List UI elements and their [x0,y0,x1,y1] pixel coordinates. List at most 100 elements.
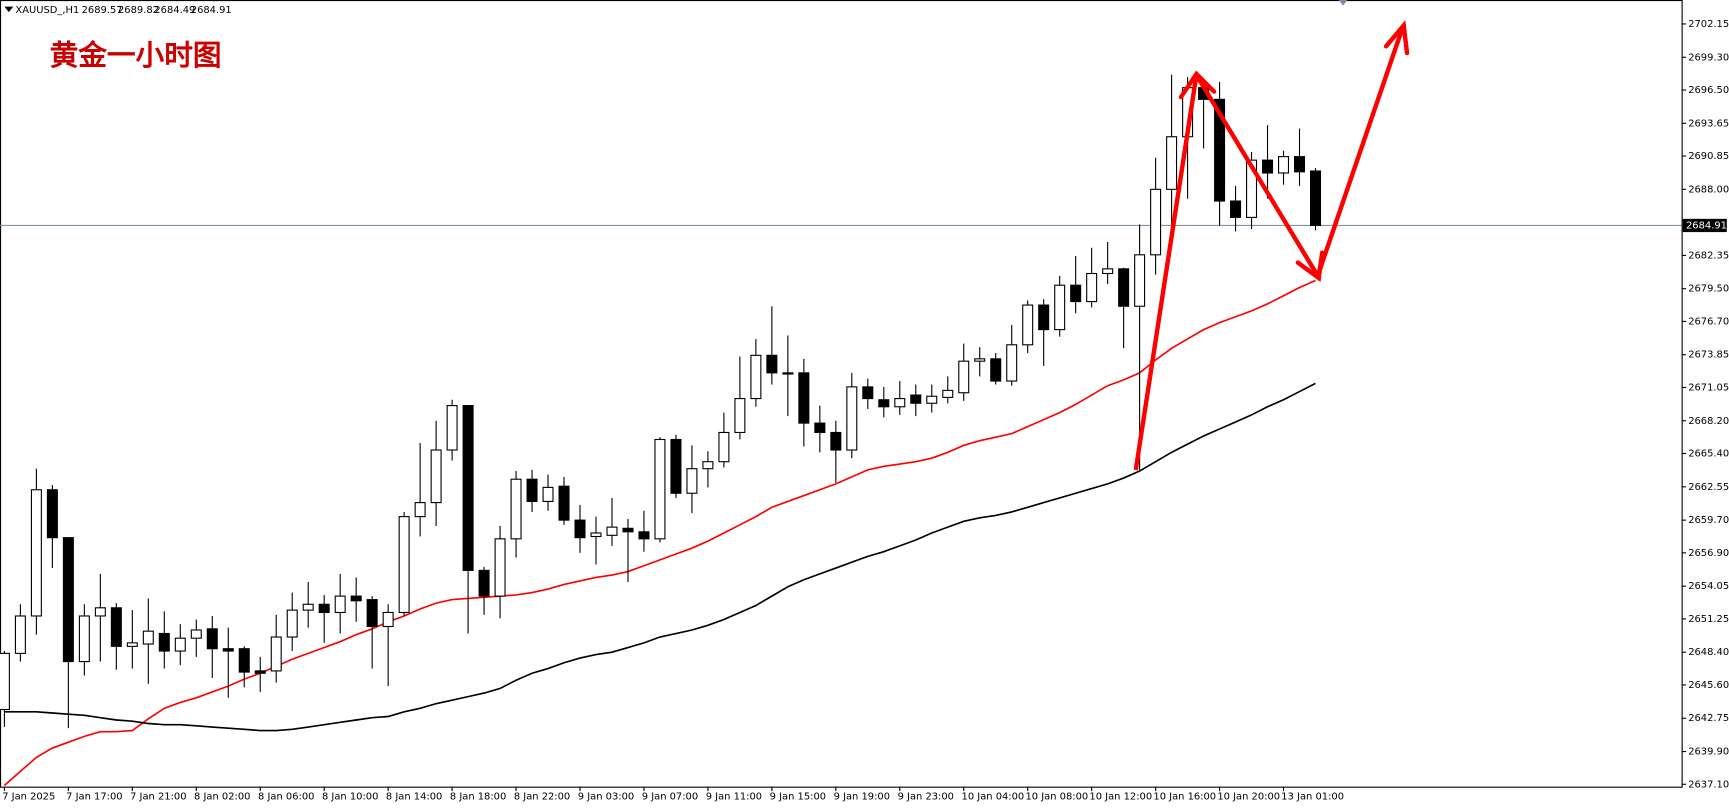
arrow-head [1178,70,1217,100]
x-tick-label: 10 Jan 16:00 [1153,792,1216,803]
candle-body [238,648,250,673]
candle-body [1086,272,1098,303]
y-tick-label: 2654.05 [1688,581,1729,592]
moving-average [4,382,1316,732]
y-tick-label: 2676.70 [1688,316,1729,327]
annotation-arrows [1133,20,1410,471]
y-tick-label: 2648.40 [1688,647,1729,658]
candle-body [1070,284,1082,303]
x-tick-label: 10 Jan 04:00 [962,792,1025,803]
x-tick-label: 10 Jan 12:00 [1089,792,1152,803]
candle-body [478,569,490,597]
candle-body [206,628,218,650]
candle-body [1054,284,1066,331]
x-tick-label: 9 Jan 19:00 [834,792,890,803]
y-tick-label: 2637.10 [1688,779,1729,790]
candle-body [366,599,378,628]
candle-body [990,358,1002,382]
menu-icon [4,6,14,13]
y-tick-label: 2690.85 [1688,151,1729,162]
candle-body [1038,304,1050,331]
y-tick-label: 2645.60 [1688,680,1729,691]
candle-body [574,519,586,539]
candle-body [622,527,634,533]
x-tick-label: 10 Jan 20:00 [1217,792,1280,803]
candle-body [638,531,650,540]
x-tick-label: 9 Jan 07:00 [642,792,698,803]
header-close: 2684.91 [191,5,232,16]
x-tick-label: 13 Jan 01:00 [1281,792,1344,803]
candle-body [0,652,10,711]
plot-frame [0,0,1683,788]
x-tick-label: 7 Jan 21:00 [130,792,186,803]
x-tick-label: 8 Jan 10:00 [322,792,378,803]
arrow-path [1133,26,1405,471]
price-label: 2684.91 [1686,220,1727,231]
candle-body [446,405,458,451]
candle-body [894,398,906,408]
candle-body [126,642,138,647]
candle-body [94,607,106,617]
candle-body [110,607,122,647]
x-tick-label: 9 Jan 23:00 [898,792,954,803]
candle-body [1309,170,1322,227]
candle-body [734,398,746,434]
candle-body [302,603,314,611]
candle-body [862,386,874,400]
candle-body [750,354,762,400]
candle-body [318,603,330,614]
candle-body [46,489,58,539]
candle-body [1134,254,1146,307]
candle-body [62,537,74,663]
y-tick-label: 2702.15 [1688,19,1729,30]
candle-body [702,461,714,470]
candle-body [926,395,938,404]
header-low: 2684.49 [154,5,195,16]
candle-body [190,629,202,639]
candle-body [878,399,890,408]
y-tick-label: 2651.25 [1688,614,1729,625]
x-tick-label: 9 Jan 11:00 [706,792,762,803]
candle-body [766,354,778,374]
price-label-box [1682,218,1727,233]
symbol: XAUUSD_,H1 [15,5,79,16]
x-tick-label: 7 Jan 2025 [2,792,55,803]
candle-body [782,372,794,375]
y-tick-label: 2688.00 [1688,184,1729,195]
candle-body [494,538,506,597]
candle-body [654,438,666,540]
candle-body [910,394,922,404]
candle-body [350,595,362,602]
candle-body [1246,159,1258,218]
header-high: 2689.82 [118,5,159,16]
x-tick-label: 8 Jan 06:00 [258,792,314,803]
candle-body [382,611,394,628]
candle-body [158,632,170,652]
y-tick-label: 2693.65 [1688,118,1729,129]
candle-body [798,372,810,424]
candle-body [686,468,698,494]
moving-average [3,279,1316,787]
x-tick-label: 8 Jan 18:00 [450,792,506,803]
candle-body [30,489,42,617]
candle-body [1293,156,1306,173]
candle-body [718,431,730,463]
candle-body [942,389,954,398]
candle-body [590,532,602,538]
candle-body [1150,188,1162,256]
shift-marker [1338,0,1348,6]
x-tick-label: 8 Jan 14:00 [386,792,442,803]
candle-body [1006,344,1018,382]
candle-body [1262,159,1274,174]
candle-body [1214,98,1226,202]
x-tick-label: 9 Jan 15:00 [770,792,826,803]
arrow-head [1383,20,1410,56]
y-tick-label: 2696.50 [1688,85,1729,96]
candle-body [974,358,986,362]
candle-body [670,438,682,494]
candle-body [398,516,410,614]
candle-body [78,615,90,663]
